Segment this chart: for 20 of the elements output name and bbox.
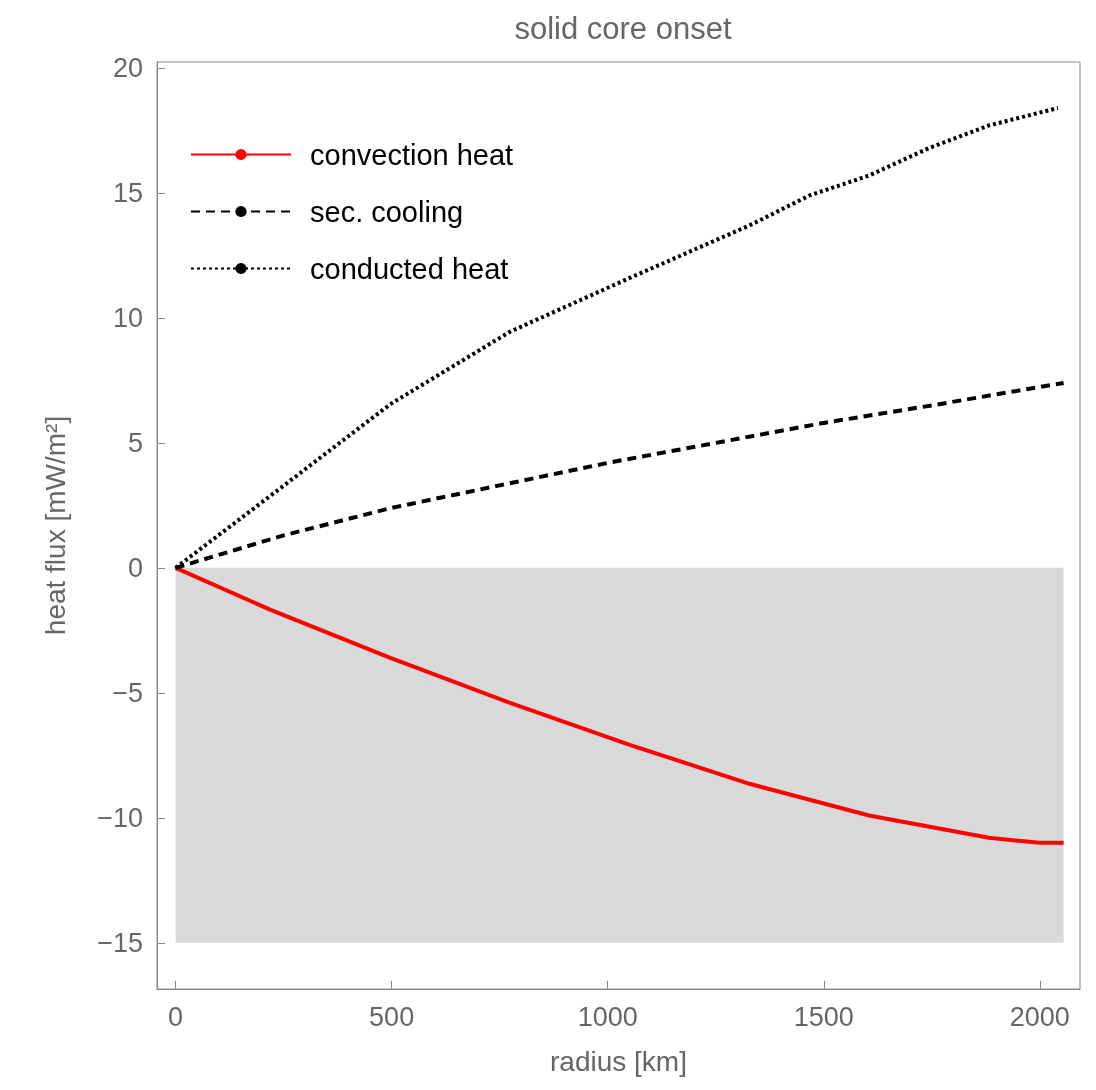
- y-axis-title: heat flux [mW/m²]: [39, 415, 71, 636]
- y-tick-label: −15: [97, 927, 143, 958]
- x-tick-label: 1500: [793, 1001, 854, 1032]
- chart-title: solid core onset: [514, 11, 732, 46]
- x-tick-label: 2000: [1009, 1001, 1070, 1032]
- legend-label: convection heat: [310, 138, 514, 171]
- y-tick-label: −5: [112, 677, 143, 708]
- y-tick-label: 5: [127, 427, 143, 458]
- y-tick-label: 10: [112, 302, 143, 333]
- x-tick-label: 500: [369, 1001, 415, 1032]
- line-series: [173, 565, 1066, 845]
- x-tick-label: 0: [168, 1001, 184, 1032]
- legend-label: conducted heat: [310, 252, 509, 285]
- x-axis-title: radius [km]: [550, 1045, 687, 1077]
- y-tick-label: −10: [97, 802, 143, 833]
- x-tick-label: 1000: [577, 1001, 638, 1032]
- y-tick-label: 20: [112, 53, 143, 83]
- legend-label: sec. cooling: [310, 195, 464, 228]
- y-tick-label: 15: [112, 177, 143, 208]
- y-tick-label: 0: [127, 552, 143, 583]
